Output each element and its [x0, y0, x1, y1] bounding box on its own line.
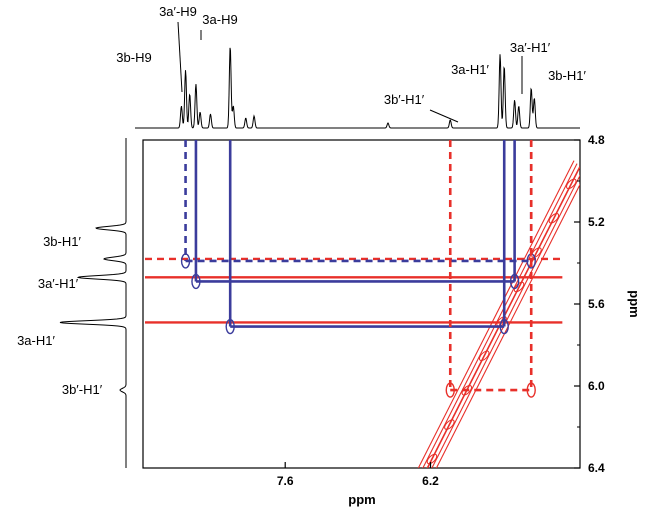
cross-peak [191, 273, 201, 290]
left-peak-label: 3a-H1′ [17, 333, 55, 348]
y-tick-label: 4.8 [588, 133, 605, 147]
top-1d-spectrum [135, 47, 580, 129]
left-peak-label: 3b′-H1′ [62, 382, 103, 397]
y-tick-label: 5.6 [588, 297, 605, 311]
y-axis-label: ppm [627, 290, 642, 317]
top-peak-label: 3b-H1′ [548, 68, 586, 83]
y-tick-label: 6.4 [588, 461, 605, 475]
label-leader-line [429, 109, 459, 123]
axes: 7.6 6.2 4.8 5.2 5.6 6.0 6.4 [277, 133, 605, 488]
diagonal-peak [566, 178, 577, 190]
top-peak-label: 3b-H9 [116, 50, 151, 65]
cross-peak [225, 318, 235, 335]
x-tick-label: 7.6 [277, 474, 294, 488]
y-tick-label: 6.0 [588, 379, 605, 393]
label-leader-line [177, 21, 183, 93]
x-axis-label: ppm [348, 492, 375, 507]
top-peak-label: 3b′-H1′ [384, 92, 425, 107]
left-peak-label: 3b-H1′ [43, 234, 81, 249]
diagonal-peak [548, 212, 560, 224]
top-peak-label: 3a′-H9 [159, 4, 197, 19]
x-tick-label: 6.2 [422, 474, 439, 488]
diagonal-peak [461, 384, 473, 396]
diagonal-peak [513, 281, 525, 293]
diagonal-peak [444, 419, 455, 430]
cross-peak [499, 318, 509, 335]
diagonal-peak [478, 350, 490, 362]
diagonal-contour [422, 163, 578, 468]
top-projection-trace [135, 47, 580, 129]
cross-peak [509, 273, 520, 290]
left-peak-label: 3a′-H1′ [38, 276, 79, 291]
left-1d-spectrum [59, 138, 127, 468]
cross-peak [180, 253, 191, 269]
diagonal-contour [417, 160, 575, 468]
top-peak-label: 3a-H1′ [451, 62, 489, 77]
left-projection-trace [59, 138, 127, 468]
cross-peak [526, 382, 536, 398]
top-peak-label: 3a-H9 [202, 12, 237, 27]
peak-labels: 3a′-H9 3a-H9 3b-H9 3b′-H1′ 3a-H1′ 3a′-H1′ 3b-H… [17, 4, 586, 397]
plot-area [145, 140, 580, 468]
diagonal-peak [426, 453, 438, 465]
y-tick-label: 5.2 [588, 215, 605, 229]
top-peak-label: 3a′-H1′ [510, 40, 551, 55]
diagonal-peak [531, 247, 542, 258]
cross-peak [445, 382, 455, 398]
